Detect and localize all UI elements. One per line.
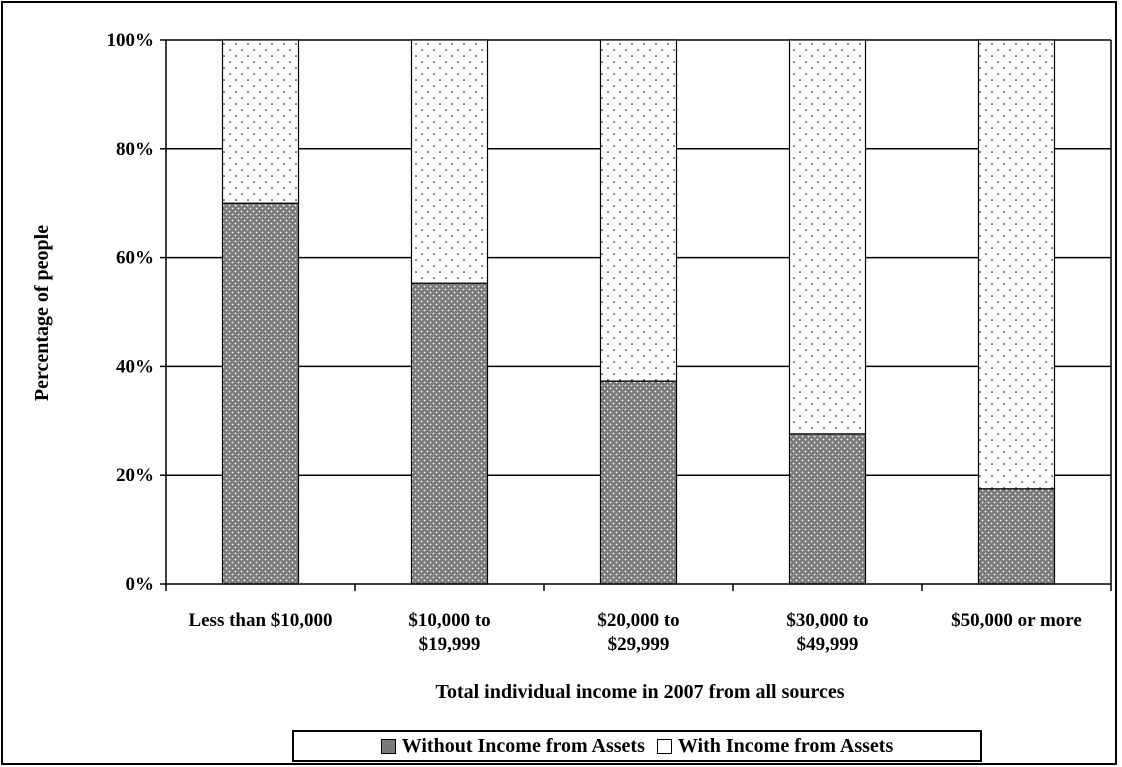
bar-without-3 <box>788 433 867 585</box>
legend-swatch-with <box>656 738 672 754</box>
legend-swatch-without <box>380 738 396 754</box>
bars <box>221 39 1056 585</box>
y-tick-label: 60% <box>116 248 154 269</box>
bar-with-3 <box>788 39 867 435</box>
x-tick-label: $30,000 to <box>786 610 868 631</box>
legend-label-without: Without Income from Assets <box>401 734 645 757</box>
legend-item-with: With Income from Assets <box>656 734 894 758</box>
bar-without-0 <box>221 202 300 585</box>
bar-without-4 <box>977 488 1056 585</box>
legend-label-with: With Income from Assets <box>677 734 894 757</box>
y-tick-label: 40% <box>116 356 154 377</box>
bar-without-1 <box>410 282 489 585</box>
bar-with-1 <box>410 39 489 284</box>
legend: Without Income from Assets With Income f… <box>292 730 982 762</box>
y-tick-label: 0% <box>126 574 155 595</box>
x-tick-label: $29,999 <box>608 634 670 655</box>
bar-with-4 <box>977 39 1056 490</box>
x-tick-label: $49,999 <box>797 634 859 655</box>
bar-with-0 <box>221 39 300 204</box>
bar-chart: 0% 20% 40% 60% 80% 100% Less than $10,000 $10,0… <box>31 30 1112 703</box>
x-tick-label: $20,000 to <box>597 610 679 631</box>
y-axis-title: Percentage of people <box>31 225 53 401</box>
x-tick-label: $50,000 or more <box>951 610 1082 631</box>
bar-without-2 <box>599 380 678 585</box>
y-tick-label: 100% <box>107 30 155 51</box>
tick-labels: 0% 20% 40% 60% 80% 100% Less than $10,000 $10,0… <box>107 30 1082 655</box>
legend-item-without: Without Income from Assets <box>380 734 645 758</box>
x-tick-label: $19,999 <box>419 634 481 655</box>
x-tick-label: $10,000 to <box>408 610 490 631</box>
y-tick-label: 80% <box>116 139 154 160</box>
x-tick-label: Less than $10,000 <box>188 610 332 631</box>
x-axis-title: Total individual income in 2007 from all… <box>435 681 844 703</box>
axes <box>160 39 1112 591</box>
bar-with-2 <box>599 39 678 382</box>
y-tick-label: 20% <box>116 465 154 486</box>
